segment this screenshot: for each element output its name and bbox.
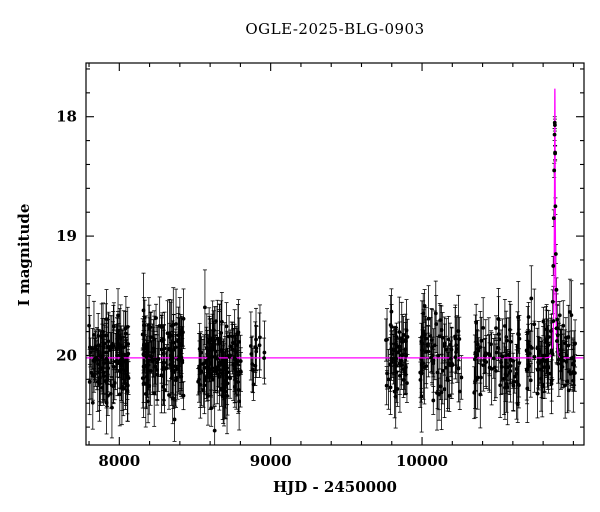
y-tick-label: 20 [56, 346, 77, 364]
x-tick-label: 10000 [396, 452, 448, 470]
x-tick-label: 9000 [250, 452, 292, 470]
x-tick-label: 8000 [98, 452, 140, 470]
chart-title: OGLE-2025-BLG-0903 [245, 20, 425, 38]
y-tick-label: 18 [56, 108, 77, 126]
y-tick-label: 19 [56, 227, 77, 245]
axes-box [85, 62, 585, 446]
data-layer [86, 88, 584, 445]
x-axis-label: HJD - 2450000 [272, 478, 397, 496]
y-axis-label: I magnitude [15, 203, 33, 307]
